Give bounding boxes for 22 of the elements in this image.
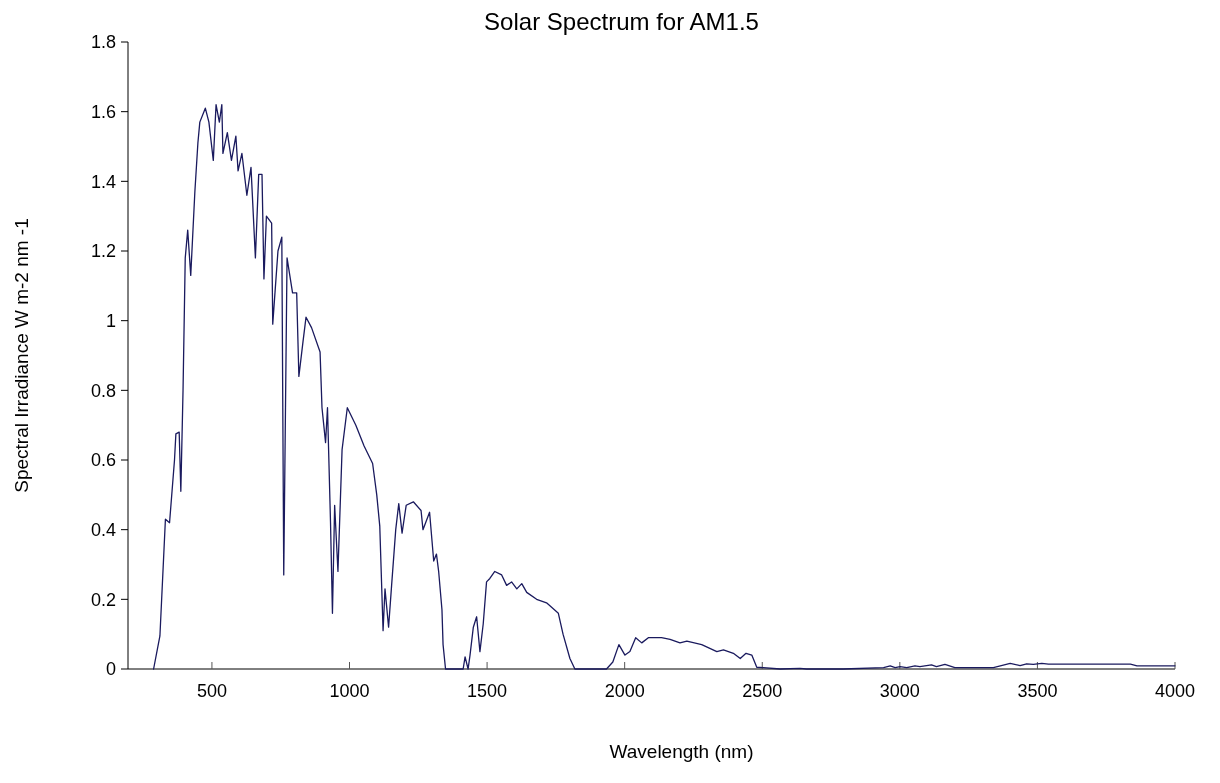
x-tick-label: 3500: [1017, 681, 1058, 701]
y-tick-label: 1.6: [90, 101, 116, 122]
y-tick-label: 1.4: [90, 171, 116, 192]
x-tick-label: 1500: [467, 681, 508, 701]
x-tick-label: 4000: [1154, 681, 1196, 701]
chart-title: Solar Spectrum for AM1.5: [484, 8, 759, 35]
y-tick-label: 1.2: [90, 241, 116, 262]
y-tick-label: 1: [105, 310, 116, 331]
y-tick-label: 1.8: [90, 32, 116, 53]
x-tick-label: 3000: [879, 681, 920, 701]
x-tick-label: 1000: [329, 681, 370, 701]
x-tick-label: 500: [196, 681, 227, 701]
x-tick-label: 2500: [742, 681, 783, 701]
y-tick-label: 0.2: [90, 589, 116, 610]
x-tick-label: 2000: [604, 681, 645, 701]
y-tick-label: 0.6: [90, 450, 116, 471]
y-tick-label: 0.4: [90, 519, 116, 540]
y-tick-label: 0.8: [90, 380, 116, 401]
y-axis-title: Spectral Irradiance W m-2 nm -1: [11, 218, 32, 493]
line-series: [152, 104, 1176, 670]
y-tick-label: 0: [105, 659, 116, 680]
x-axis-title: Wavelength (nm): [609, 741, 754, 762]
